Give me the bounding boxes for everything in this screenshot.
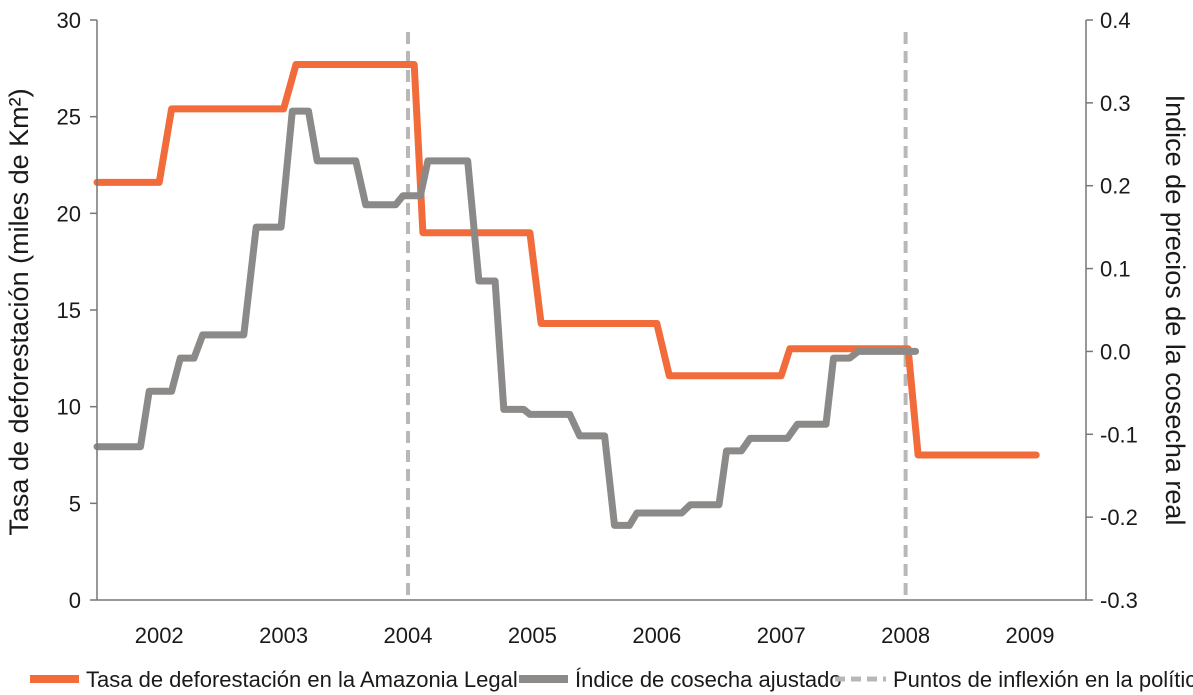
right-tick-label: -0.3	[1100, 588, 1138, 613]
legend-label-harvest-index: Índice de cosecha ajustado	[575, 667, 842, 692]
left-tick-label: 15	[57, 298, 81, 323]
legend: Tasa de deforestación en la Amazonia Leg…	[30, 667, 1193, 692]
right-tick-label: 0.0	[1100, 339, 1131, 364]
x-tick-label: 2009	[1006, 623, 1055, 648]
deforestation-rate-line	[93, 61, 1040, 459]
left-tick-label: 0	[69, 588, 81, 613]
right-tick-label: 0.3	[1100, 91, 1131, 116]
left-axis-title: Tasa de deforestación (miles de Km²)	[4, 88, 34, 535]
right-tick-label: -0.2	[1100, 505, 1138, 530]
left-tick-label: 25	[57, 105, 81, 130]
x-tick-label: 2003	[259, 623, 308, 648]
left-tick-label: 30	[57, 8, 81, 33]
right-tick-label: 0.4	[1100, 8, 1131, 33]
x-tick-label: 2007	[757, 623, 806, 648]
x-tick-label: 2005	[508, 623, 557, 648]
harvest-index-line	[93, 107, 920, 529]
right-tick-label: -0.1	[1100, 422, 1138, 447]
right-tick-label: 0.2	[1100, 174, 1131, 199]
right-axis-title: Indice de precios de la cosecha real	[1160, 95, 1190, 526]
left-tick-label: 5	[69, 491, 81, 516]
left-tick-label: 20	[57, 201, 81, 226]
x-tick-label: 2006	[632, 623, 681, 648]
right-tick-label: 0.1	[1100, 257, 1131, 282]
x-tick-label: 2004	[384, 623, 433, 648]
axes: 0 5 10 15 20 25 30 0.4 0.3 0.2 0.1 0.0 -0.1 -0.2 -0.3 2…	[57, 8, 1138, 648]
plot-area	[93, 32, 1040, 600]
legend-label-inflection: Puntos de inflexión en la política	[893, 667, 1193, 692]
legend-label-deforestation: Tasa de deforestación en la Amazonia Leg…	[86, 667, 518, 692]
x-tick-label: 2008	[881, 623, 930, 648]
left-tick-label: 10	[57, 395, 81, 420]
x-tick-label: 2002	[135, 623, 184, 648]
